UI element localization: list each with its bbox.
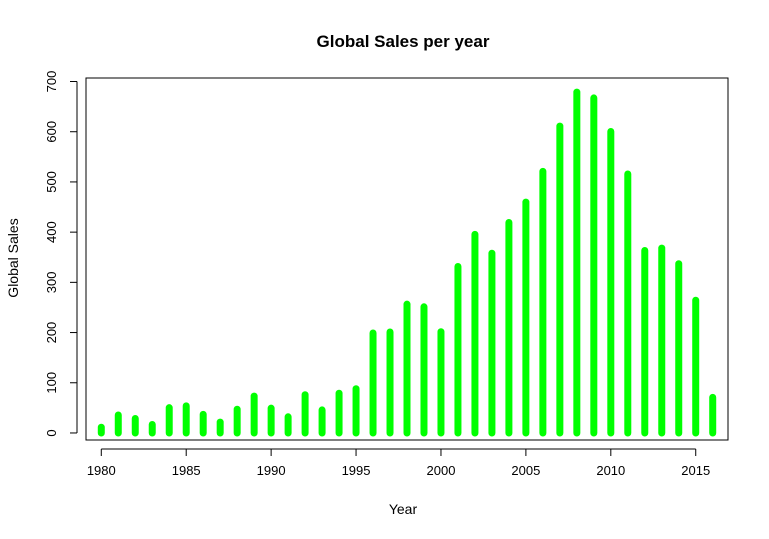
- y-tick-label-600: 600: [44, 121, 59, 143]
- y-tick-label-300: 300: [44, 271, 59, 293]
- y-tick-label-0: 0: [44, 429, 59, 436]
- x-tick-label-2015: 2015: [681, 463, 710, 478]
- x-tick-label-2010: 2010: [596, 463, 625, 478]
- x-tick-label-1990: 1990: [257, 463, 286, 478]
- y-tick-label-700: 700: [44, 71, 59, 93]
- chart-title: Global Sales per year: [317, 32, 490, 51]
- x-tick-label-1995: 1995: [342, 463, 371, 478]
- x-tick-label-2005: 2005: [511, 463, 540, 478]
- x-tick-label-1985: 1985: [172, 463, 201, 478]
- plot-frame: [85, 77, 729, 441]
- x-tick-label-2000: 2000: [427, 463, 456, 478]
- y-tick-label-100: 100: [44, 372, 59, 394]
- x-axis: 1980 1985 1990 1995 2000 2005 2010 2015: [87, 448, 710, 478]
- y-tick-label-200: 200: [44, 322, 59, 344]
- y-axis-label: Global Sales: [5, 218, 21, 297]
- y-tick-label-400: 400: [44, 221, 59, 243]
- y-axis: 0 100 200 300 400 500 600 700: [44, 71, 78, 437]
- x-axis-label: Year: [389, 501, 418, 517]
- bars-layer: [97, 88, 717, 437]
- x-tick-label-1980: 1980: [87, 463, 116, 478]
- y-tick-label-500: 500: [44, 171, 59, 193]
